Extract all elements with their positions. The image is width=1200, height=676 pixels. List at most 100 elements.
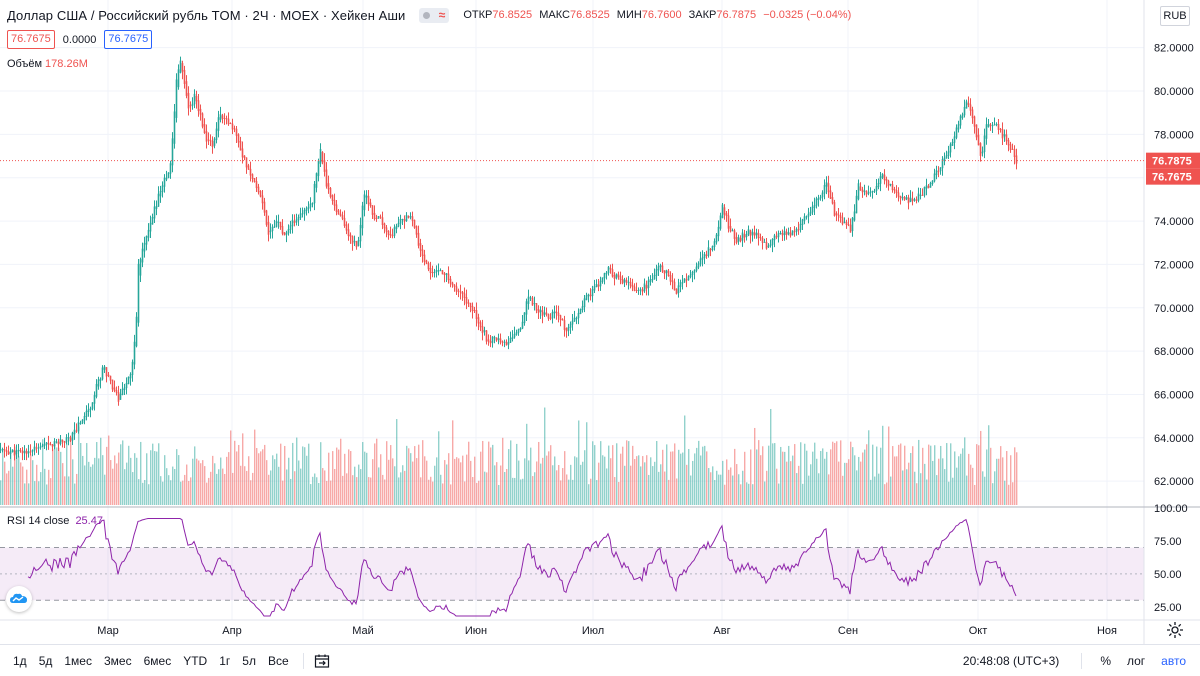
scale-controls: 20:48:08 (UTC+3) % лог авто — [963, 650, 1194, 672]
volume-bar — [80, 442, 82, 505]
range-5d[interactable]: 5д — [38, 653, 53, 668]
volume-bar — [726, 459, 728, 505]
candle-body — [795, 228, 798, 232]
candle-body — [285, 232, 288, 235]
volume-bar — [272, 455, 274, 505]
tradingview-logo[interactable] — [6, 586, 32, 612]
range-5y[interactable]: 5л — [242, 653, 256, 668]
volume-bar — [730, 467, 732, 505]
settings-gear-icon[interactable] — [1166, 621, 1184, 639]
candle-body — [1009, 144, 1012, 150]
volume-bar — [474, 456, 476, 505]
candle-body — [375, 217, 378, 219]
candle-body — [635, 289, 638, 291]
log-scale-button[interactable]: лог — [1126, 653, 1146, 668]
candle-body — [939, 167, 942, 172]
range-1m[interactable]: 1мес — [64, 653, 92, 668]
visibility-toggle[interactable]: ≈ — [419, 7, 450, 23]
candle-body — [195, 95, 198, 102]
volume-bar — [740, 484, 742, 505]
volume-bar — [862, 452, 864, 505]
candle-body — [625, 280, 628, 283]
month-tick-label: Июл — [582, 625, 604, 637]
volume-bar — [326, 480, 328, 505]
volume-bar — [466, 454, 468, 505]
goto-date-icon[interactable] — [314, 653, 330, 669]
candle-body — [1007, 139, 1010, 146]
volume-bar — [780, 446, 782, 505]
volume-bar — [216, 473, 218, 505]
auto-scale-button[interactable]: авто — [1161, 653, 1186, 668]
candle-body — [891, 184, 894, 191]
volume-bar — [938, 458, 940, 505]
rsi-tick-label: 50.00 — [1154, 569, 1182, 581]
candle-body — [193, 93, 196, 105]
currency-badge[interactable]: RUB — [1160, 6, 1190, 26]
volume-bar — [314, 473, 316, 505]
volume-bar — [460, 462, 462, 505]
candle-body — [295, 219, 298, 223]
range-6m[interactable]: 6мес — [143, 653, 172, 668]
candle-body — [773, 235, 776, 241]
volume-bar — [128, 445, 130, 505]
candle-body — [141, 248, 144, 263]
volume-bar — [858, 456, 860, 505]
candle-body — [457, 290, 460, 292]
candle-body — [443, 273, 446, 276]
range-1y[interactable]: 1г — [219, 653, 231, 668]
candle-body — [599, 280, 602, 287]
volume-bar — [546, 455, 548, 505]
candle-body — [373, 212, 376, 220]
candle-body — [947, 151, 950, 157]
candle-body — [803, 216, 806, 221]
candle-body — [779, 232, 782, 235]
volume-bar — [360, 469, 362, 505]
volume-bar — [1000, 446, 1002, 505]
range-1d[interactable]: 1д — [13, 653, 27, 668]
volume-bar — [728, 469, 730, 505]
volume-bar — [682, 452, 684, 505]
clock-display[interactable]: 20:48:08 (UTC+3) — [962, 653, 1060, 668]
volume-bar — [164, 455, 166, 505]
candle-body — [455, 286, 458, 292]
candle-body — [159, 191, 162, 197]
volume-bar — [462, 455, 464, 505]
bid-price-box[interactable]: 76.7675 — [7, 30, 55, 49]
candle-body — [359, 224, 362, 242]
range-ytd[interactable]: YTD — [183, 653, 208, 668]
volume-bar — [786, 461, 788, 505]
volume-bar — [268, 474, 270, 505]
candle-body — [219, 114, 222, 120]
candle-body — [871, 191, 874, 193]
candle-body — [943, 157, 946, 162]
candle-body — [877, 182, 880, 188]
candle-body — [307, 206, 310, 209]
symbol-title[interactable]: Доллар США / Российский рубль TOM · 2Ч ·… — [7, 7, 406, 23]
candle-body — [317, 160, 320, 177]
range-all[interactable]: Все — [267, 653, 289, 668]
candle-body — [113, 387, 116, 391]
volume-bar — [586, 422, 588, 505]
candle-body — [957, 124, 960, 130]
ask-price-box[interactable]: 76.7675 — [104, 30, 153, 49]
volume-bar — [558, 465, 560, 505]
candle-body — [79, 423, 82, 425]
volume-bar — [758, 440, 760, 505]
candle-body — [91, 402, 94, 409]
range-3m[interactable]: 3мес — [103, 653, 132, 668]
volume-bar — [274, 459, 276, 505]
bid-price-tag — [1146, 168, 1200, 185]
volume-bar — [782, 451, 784, 505]
spread-value: 0.0000 — [62, 33, 97, 46]
volume-bar — [310, 484, 312, 505]
candle-body — [853, 211, 856, 221]
percent-scale-button[interactable]: % — [1100, 653, 1111, 668]
candle-body — [969, 104, 972, 111]
candle-body — [727, 215, 730, 229]
volume-bar — [800, 442, 802, 505]
volume-bar — [278, 466, 280, 505]
volume-bar — [628, 441, 630, 505]
candle-body — [417, 232, 420, 246]
volume-bar — [294, 471, 296, 505]
